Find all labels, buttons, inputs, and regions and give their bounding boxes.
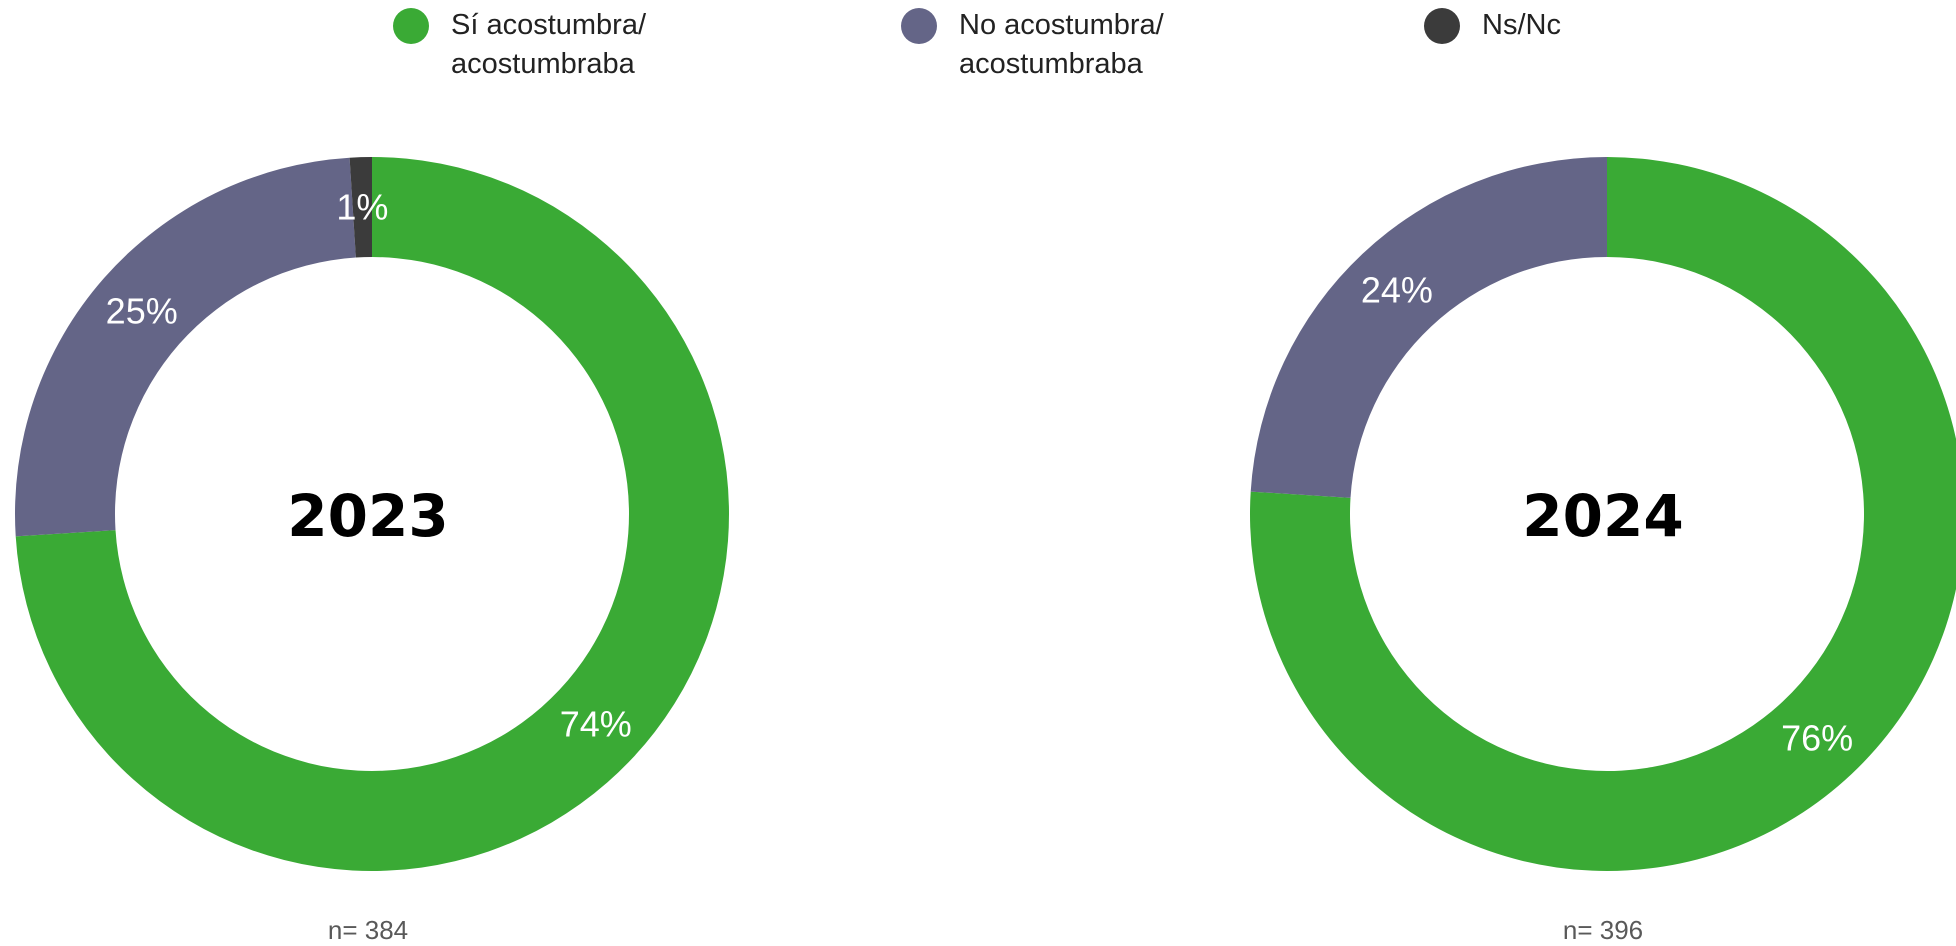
legend: Sí acostumbra/ acostumbraba No acostumbr… <box>0 0 1956 90</box>
donut-2023-slice-nsnc <box>349 157 372 258</box>
donut-center-label-2023: 2023 <box>287 482 448 550</box>
donut-center-label-2024: 2024 <box>1522 482 1683 550</box>
legend-label-no: No acostumbra/ acostumbraba <box>959 9 1164 80</box>
legend-swatch-no <box>901 8 937 44</box>
legend-label-si: Sí acostumbra/ acostumbraba <box>451 9 647 80</box>
legend-item-no: No acostumbra/ acostumbraba <box>901 6 1164 84</box>
donut-2023-slice-no <box>14 157 356 537</box>
donut-2024-label-si: 76% <box>1781 717 1853 758</box>
donut-2023-label-nsnc: 1% <box>336 187 388 228</box>
donut-2023-label-no: 25% <box>106 290 178 331</box>
sample-size-2023: n= 384 <box>327 915 409 945</box>
donut-2023-label-si: 74% <box>560 704 632 745</box>
legend-item-nsnc: Ns/Nc <box>1424 6 1561 45</box>
donut-2024-slice-no <box>1250 157 1607 498</box>
legend-item-si: Sí acostumbra/ acostumbraba <box>393 6 646 84</box>
donut-2024-label-no: 24% <box>1361 270 1433 311</box>
sample-size-2024: n= 396 <box>1562 915 1644 945</box>
legend-label-nsnc: Ns/Nc <box>1482 9 1561 41</box>
legend-swatch-si <box>393 8 429 44</box>
legend-swatch-nsnc <box>1424 8 1460 44</box>
